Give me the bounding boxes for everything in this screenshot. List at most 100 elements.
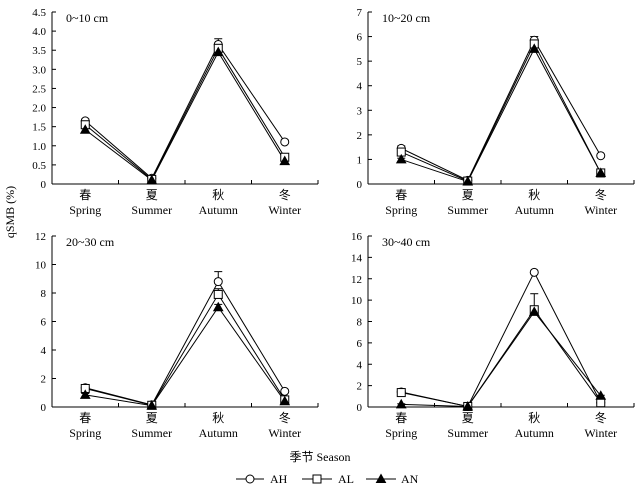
y-tick-label: 16	[351, 231, 363, 243]
y-tick-label: 14	[351, 252, 363, 264]
x-tick-label-en: Spring	[385, 203, 417, 217]
y-tick-label: 6	[41, 317, 47, 329]
x-tick-label-cn: 夏	[146, 411, 158, 425]
marker-al	[596, 398, 606, 408]
y-tick-label: 8	[41, 288, 47, 300]
y-tick-label: 4	[357, 81, 363, 93]
marker-ah	[213, 277, 223, 287]
x-tick-label-cn: 冬	[279, 410, 291, 425]
marker-an	[79, 389, 91, 399]
y-tick-label: 2.0	[32, 103, 46, 115]
series-line-an	[401, 311, 602, 407]
marker-an	[528, 306, 540, 316]
marker-an	[212, 46, 224, 57]
series-line-ah	[84, 43, 286, 180]
y-tick-label: 4	[41, 345, 47, 357]
x-tick-label-cn: 春	[395, 411, 407, 425]
y-tick-label: 10	[35, 260, 47, 272]
marker-ah	[596, 151, 606, 161]
x-tick-label-en: Winter	[268, 426, 301, 440]
series-line-al	[401, 308, 602, 408]
marker-ah	[280, 137, 290, 147]
x-tick-label-en: Autumn	[199, 203, 238, 217]
y-tick-label: 7	[357, 7, 363, 19]
x-tick-label-cn: 秋	[528, 188, 540, 202]
series-line-al	[401, 42, 602, 182]
x-tick-label-cn: 夏	[462, 188, 474, 202]
x-tick-label-en: Summer	[131, 203, 172, 217]
y-tick-label: 6	[357, 338, 363, 350]
y-axis-label: qSMB (%)	[3, 186, 17, 238]
x-tick-label-cn: 春	[79, 188, 91, 202]
x-tick-label-cn: 夏	[462, 411, 474, 425]
x-tick-label-cn: 秋	[528, 411, 540, 425]
x-tick-label-en: Spring	[69, 426, 101, 440]
marker-an	[595, 390, 607, 400]
y-tick-label: 1.0	[32, 141, 46, 153]
y-tick-label: 0	[357, 402, 363, 414]
panel-label: 0~10 cm	[66, 11, 109, 25]
panel-label: 10~20 cm	[382, 11, 431, 25]
y-tick-label: 6	[357, 32, 363, 44]
x-tick-label-en: Autumn	[515, 426, 554, 440]
y-tick-label: 3.0	[32, 64, 46, 76]
y-tick-label: 1	[357, 154, 363, 166]
marker-an	[528, 43, 540, 53]
legend-an-marker	[375, 473, 387, 483]
y-tick-label: 2	[357, 130, 363, 142]
marker-an	[462, 400, 474, 411]
marker-an	[595, 167, 607, 177]
marker-al	[396, 388, 406, 398]
panel-label: 20~30 cm	[66, 235, 115, 249]
y-tick-label: 12	[35, 231, 46, 243]
x-tick-label-en: Autumn	[199, 426, 238, 440]
legend: AH AL AN	[236, 472, 419, 486]
y-tick-label: 3	[357, 105, 363, 117]
y-tick-label: 4.0	[32, 26, 46, 38]
x-tick-label-en: Winter	[584, 426, 617, 440]
marker-an	[146, 400, 158, 410]
y-tick-label: 2	[357, 381, 363, 393]
legend-al-label: AL	[338, 472, 354, 486]
series-line-al	[84, 47, 286, 181]
y-tick-label: 4.5	[32, 7, 46, 19]
series-line-an	[85, 306, 286, 407]
marker-an	[146, 174, 158, 185]
legend-item-al: AL	[302, 472, 354, 486]
legend-item-an: AN	[366, 472, 419, 486]
x-tick-label-en: Summer	[447, 203, 488, 217]
y-tick-label: 2	[41, 374, 47, 386]
legend-item-ah: AH	[236, 472, 288, 486]
series-line-ah	[401, 39, 602, 181]
x-tick-label-cn: 春	[395, 188, 407, 202]
x-tick-label-en: Autumn	[515, 203, 554, 217]
marker-an	[395, 398, 407, 409]
marker-an	[279, 155, 291, 166]
series-line-al	[85, 293, 286, 406]
marker-an	[462, 176, 474, 186]
marker-ah	[529, 267, 539, 277]
y-tick-label: 3.5	[32, 45, 46, 57]
legend-ah-marker	[245, 474, 255, 484]
marker-an	[212, 301, 224, 312]
y-tick-label: 1.5	[32, 122, 46, 134]
marker-an	[79, 124, 91, 134]
y-tick-label: 0	[41, 179, 47, 191]
legend-an-label: AN	[401, 472, 419, 486]
x-tick-label-cn: 冬	[279, 187, 291, 202]
y-tick-label: 10	[351, 295, 363, 307]
y-tick-label: 5	[357, 56, 363, 68]
legend-ah-label: AH	[270, 472, 288, 486]
panel-label: 30~40 cm	[382, 235, 431, 249]
x-tick-label-en: Winter	[268, 203, 301, 217]
marker-an	[279, 395, 291, 406]
series-line-ah	[401, 271, 602, 408]
y-tick-label: 2.5	[32, 83, 46, 95]
x-tick-label-cn: 夏	[146, 188, 158, 202]
x-tick-label-en: Summer	[131, 426, 172, 440]
x-tick-label-cn: 秋	[212, 188, 224, 202]
